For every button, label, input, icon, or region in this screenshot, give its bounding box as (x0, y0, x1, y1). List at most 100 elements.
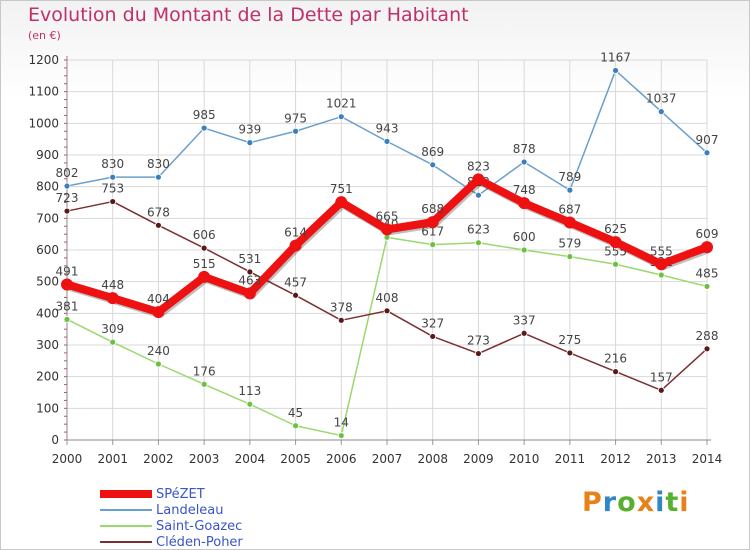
data-label: 273 (467, 334, 490, 348)
chart-title: Evolution du Montant de la Dette par Hab… (28, 4, 469, 26)
data-point (655, 258, 668, 271)
data-point (703, 345, 711, 353)
data-point (152, 306, 165, 319)
chart-subtitle: (en €) (28, 29, 61, 42)
data-point (155, 221, 162, 229)
data-point (657, 108, 665, 116)
x-tick-label: 2000 (52, 452, 83, 466)
data-point (703, 149, 711, 157)
data-point (657, 386, 665, 394)
legend-item: Saint-Goazec (100, 518, 243, 534)
data-point (63, 315, 71, 323)
data-label: 753 (101, 182, 124, 196)
data-point (518, 197, 531, 210)
data-label: 623 (467, 223, 490, 237)
data-point (155, 173, 162, 181)
data-label: 748 (513, 183, 536, 197)
data-label: 485 (696, 266, 719, 280)
x-tick-label: 2008 (417, 452, 448, 466)
data-label: 614 (284, 226, 307, 240)
data-label: 985 (193, 108, 216, 122)
y-tick-label: 200 (36, 370, 59, 384)
chart-legend: SPéZET Landeleau Saint-Goazec Cléden-Poher (100, 486, 243, 550)
data-point (475, 191, 482, 199)
data-label: 1021 (326, 97, 357, 111)
data-point (198, 270, 211, 283)
data-label: 1167 (600, 50, 631, 64)
x-tick-label: 2010 (509, 452, 540, 466)
data-point (292, 291, 299, 299)
x-tick-label: 2005 (280, 452, 311, 466)
data-point (426, 216, 439, 229)
data-point (61, 278, 73, 291)
data-label: 404 (147, 292, 170, 306)
legend-item: Landeleau (100, 502, 243, 518)
data-label: 723 (56, 191, 79, 205)
data-point (703, 283, 711, 290)
data-point (566, 186, 574, 194)
data-point (612, 67, 619, 74)
x-tick-label: 2007 (372, 452, 403, 466)
data-point (106, 292, 119, 305)
x-tick-label: 2009 (463, 452, 494, 466)
data-point (612, 368, 619, 376)
legend-swatch (100, 525, 152, 527)
data-point (563, 216, 576, 229)
data-point (337, 432, 345, 439)
data-point (520, 158, 528, 166)
x-tick-label: 2012 (600, 452, 631, 466)
data-point (246, 268, 254, 276)
data-label: 14 (334, 416, 349, 430)
data-label: 907 (696, 133, 719, 147)
data-label: 327 (421, 316, 444, 330)
data-point (701, 241, 713, 254)
data-label: 579 (558, 237, 581, 251)
data-label: 337 (513, 313, 536, 327)
data-label: 381 (56, 299, 79, 313)
data-point (63, 207, 71, 215)
data-point (109, 338, 117, 346)
data-point (246, 139, 254, 147)
data-point (566, 349, 574, 357)
data-label: 448 (101, 278, 124, 292)
data-point (566, 253, 574, 261)
data-label: 216 (604, 352, 627, 366)
data-label: 878 (513, 142, 536, 156)
data-label: 463 (238, 273, 261, 287)
data-point (337, 113, 345, 121)
data-point (520, 246, 528, 254)
logo-letter: x (636, 487, 656, 518)
data-point (200, 124, 208, 132)
data-label: 157 (650, 370, 673, 384)
data-label: 408 (376, 291, 399, 305)
y-tick-label: 900 (36, 148, 59, 162)
y-tick-label: 0 (51, 433, 59, 447)
data-point (243, 287, 256, 300)
data-label: 687 (558, 202, 581, 216)
data-point (200, 244, 208, 252)
data-label: 555 (650, 244, 673, 258)
data-label: 606 (193, 228, 216, 242)
data-label: 751 (330, 182, 353, 196)
logo-letter: i (679, 487, 690, 518)
data-label: 45 (288, 406, 303, 420)
y-tick-label: 1000 (28, 116, 59, 130)
data-label: 275 (558, 333, 581, 347)
data-label: 789 (558, 170, 581, 184)
logo-letter: i (655, 487, 666, 518)
legend-swatch (100, 509, 152, 511)
legend-label: Landeleau (156, 502, 224, 518)
legend-label: SPéZET (156, 486, 205, 502)
legend-label: Cléden-Poher (156, 534, 243, 550)
data-label: 943 (376, 121, 399, 135)
data-point (200, 380, 208, 388)
data-point (289, 239, 302, 252)
x-tick-label: 2006 (326, 452, 357, 466)
y-tick-label: 100 (36, 401, 59, 415)
y-tick-label: 500 (36, 275, 59, 289)
data-label: 678 (147, 205, 170, 219)
y-tick-label: 1200 (28, 53, 59, 67)
data-point (109, 173, 117, 181)
data-label: 617 (421, 225, 444, 239)
